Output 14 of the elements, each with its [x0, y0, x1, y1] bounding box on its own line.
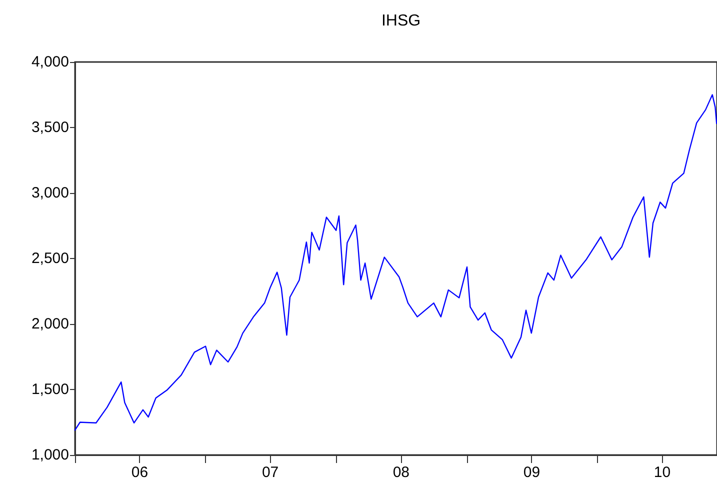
- y-tick-label: 2,500: [31, 250, 69, 267]
- y-tick-label: 1,500: [31, 381, 69, 398]
- x-tick-label: 10: [654, 464, 671, 481]
- y-tick-label: 3,000: [31, 184, 69, 202]
- x-tick-label: 06: [131, 464, 148, 481]
- y-tick-label: 4,000: [31, 54, 69, 70]
- x-tick-label: 07: [262, 464, 279, 481]
- line-series: [74, 94, 717, 431]
- x-tick-label: 09: [523, 464, 540, 481]
- x-tick-label: 08: [392, 464, 410, 481]
- y-tick-label: 3,500: [31, 119, 69, 136]
- y-tick-label: 1,000: [31, 446, 69, 464]
- chart-title: IHSG: [381, 12, 421, 30]
- y-tick-label: 2,000: [31, 316, 69, 332]
